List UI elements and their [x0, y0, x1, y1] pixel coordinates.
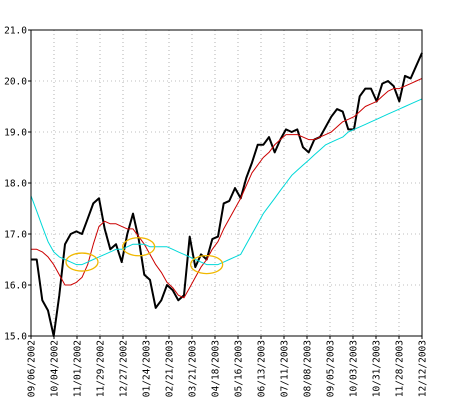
- x-tick-label: 10/31/2003: [372, 340, 383, 397]
- x-axis-ticks: 09/06/2002 10/04/2002 11/01/2002 11/29/2002…: [27, 336, 429, 397]
- x-tick-label: 03/21/2003: [188, 340, 199, 397]
- y-tick-label: 20.0: [4, 77, 27, 88]
- series-line-3: [30, 98, 423, 266]
- x-tick-label: 12/12/2003: [418, 340, 429, 397]
- x-tick-label: 12/27/2002: [119, 340, 130, 397]
- y-tick-label: 18.0: [4, 179, 27, 190]
- highlight-ellipse: [190, 254, 224, 275]
- y-tick-label: 16.0: [4, 281, 27, 292]
- x-tick-label: 11/01/2002: [73, 340, 84, 397]
- x-tick-label: 08/08/2003: [303, 340, 314, 397]
- highlight-ellipse: [122, 237, 156, 257]
- x-tick-label: 04/18/2003: [211, 340, 222, 397]
- y-tick-label: 15.0: [4, 332, 27, 343]
- x-tick-label: 11/29/2002: [96, 340, 107, 397]
- grid: [30, 29, 423, 337]
- series-line-1: [31, 52, 423, 337]
- x-tick-label: 09/06/2002: [27, 340, 38, 397]
- x-tick-label: 10/03/2003: [349, 340, 360, 397]
- x-tick-label: 05/16/2003: [234, 340, 245, 397]
- x-tick-label: 10/04/2002: [50, 340, 61, 397]
- series-lines: [30, 52, 423, 337]
- highlight-ellipse: [65, 252, 99, 272]
- y-tick-label: 21.0: [4, 26, 27, 37]
- x-tick-label: 09/05/2003: [326, 340, 337, 397]
- x-tick-label: 06/13/2003: [257, 340, 268, 397]
- x-tick-label: 01/24/2003: [142, 340, 153, 397]
- series-line-2: [31, 77, 423, 299]
- x-tick-label: 02/21/2003: [165, 340, 176, 397]
- y-tick-label: 19.0: [4, 128, 27, 139]
- y-axis-ticks: 15.0 16.0 17.0 18.0 19.0 20.0 21.0: [4, 26, 31, 343]
- y-tick-label: 17.0: [4, 230, 27, 241]
- x-tick-label: 11/28/2003: [395, 340, 406, 397]
- x-tick-label: 07/11/2003: [280, 340, 291, 397]
- annotations: [65, 237, 224, 275]
